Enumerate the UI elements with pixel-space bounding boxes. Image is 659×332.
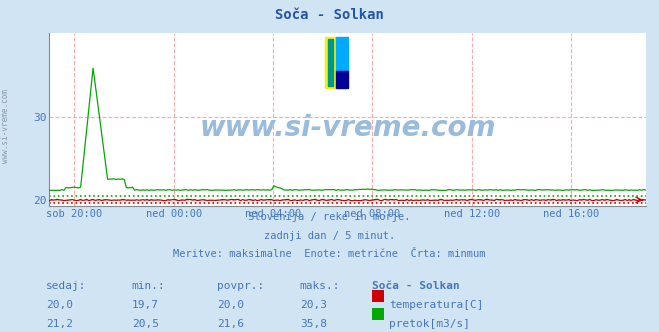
FancyBboxPatch shape xyxy=(336,37,348,71)
Text: pretok[m3/s]: pretok[m3/s] xyxy=(389,319,471,329)
Text: 19,7: 19,7 xyxy=(132,300,159,310)
Text: Soča - Solkan: Soča - Solkan xyxy=(372,281,460,290)
Text: 20,5: 20,5 xyxy=(132,319,159,329)
Text: Meritve: maksimalne  Enote: metrične  Črta: minmum: Meritve: maksimalne Enote: metrične Črta… xyxy=(173,249,486,259)
Text: min.:: min.: xyxy=(132,281,165,290)
Text: 21,2: 21,2 xyxy=(46,319,73,329)
FancyBboxPatch shape xyxy=(336,71,348,88)
Text: maks.:: maks.: xyxy=(300,281,340,290)
Text: www.si-vreme.com: www.si-vreme.com xyxy=(200,114,496,142)
Text: 20,0: 20,0 xyxy=(217,300,244,310)
Text: temperatura[C]: temperatura[C] xyxy=(389,300,484,310)
Text: 35,8: 35,8 xyxy=(300,319,327,329)
Text: Slovenija / reke in morje.: Slovenija / reke in morje. xyxy=(248,212,411,222)
Text: 20,0: 20,0 xyxy=(46,300,73,310)
FancyBboxPatch shape xyxy=(325,37,336,88)
Text: 20,3: 20,3 xyxy=(300,300,327,310)
FancyBboxPatch shape xyxy=(328,39,333,86)
Text: sedaj:: sedaj: xyxy=(46,281,86,290)
Text: povpr.:: povpr.: xyxy=(217,281,265,290)
Text: www.si-vreme.com: www.si-vreme.com xyxy=(1,89,10,163)
Text: 21,6: 21,6 xyxy=(217,319,244,329)
Text: Soča - Solkan: Soča - Solkan xyxy=(275,8,384,22)
Text: zadnji dan / 5 minut.: zadnji dan / 5 minut. xyxy=(264,231,395,241)
